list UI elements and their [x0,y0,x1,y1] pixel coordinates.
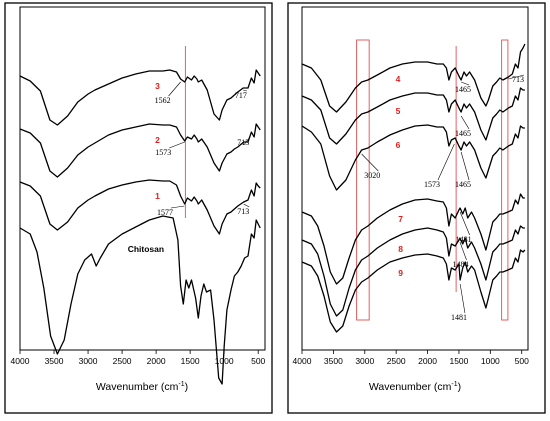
annotation-leader-6 [459,211,470,236]
x-tick-label-1500: 1500 [449,356,468,366]
x-tick-label-4000: 4000 [293,356,312,366]
annotation-1562: 1562 [155,96,171,105]
spectrum-8 [301,225,525,317]
x-tick-label-2500: 2500 [387,356,406,366]
spectrum-6 [301,124,525,191]
x-tick-label-1500: 1500 [181,356,200,366]
spectrum-chitosan [19,215,261,385]
series-label-1: 1 [155,191,160,201]
highlight-region-1 [501,39,509,321]
series-label-2: 2 [155,135,160,145]
annotation-leader-2 [460,115,470,130]
x-tick-label-1000: 1000 [215,356,234,366]
annotation-1573: 1573 [424,180,440,189]
spectrum-7 [301,193,525,285]
x-tick-label-3500: 3500 [324,356,343,366]
annotation-leader-0 [168,81,181,97]
annotation-leader-3 [243,137,250,146]
annotation-leader-0 [461,81,470,86]
annotation-leader-5 [243,203,250,208]
x-tick-label-2500: 2500 [113,356,132,366]
spectrum-5 [301,87,525,145]
annotation-1465: 1465 [455,129,471,138]
x-tick-label-2000: 2000 [147,356,166,366]
x-tick-label-1000: 1000 [481,356,500,366]
x-axis-left: 4000 3500 3000 2500 2000 1500 1000 500 [11,350,266,366]
annotation-leader-2 [169,141,185,149]
series-label-6: 6 [396,140,401,150]
plot-left-frame [19,6,266,351]
x-tick-label-500: 500 [251,356,265,366]
panel-right-border [287,2,546,414]
annotation-leader-8 [459,283,466,314]
annotation-leader-3 [361,153,379,172]
panel-left: 4000 3500 3000 2500 2000 1500 1000 500 3 2 1 Chito… [4,2,273,414]
series-label-9: 9 [398,268,403,278]
annotation-713: 713 [237,207,249,216]
annotation-717: 717 [235,91,247,100]
series-label-chitosan: Chitosan [128,244,164,254]
plot-right-frame [301,6,529,351]
spectrum-9 [301,249,526,333]
spectrum-2 [19,123,261,178]
x-tick-label-2000: 2000 [418,356,437,366]
annotation-1577: 1577 [157,208,173,217]
annotation-leader-1 [243,89,247,92]
highlight-region-0 [356,39,370,321]
x-tick-label-3000: 3000 [79,356,98,366]
spectrum-4 [301,43,526,113]
panel-right: 4000 3500 3000 2500 2000 1500 1000 500 4 5 6 7 8 9 1… [287,2,546,414]
x-axis-label-right: Wavenumber (cm-1) [369,381,461,393]
annotation-leader-1 [508,74,525,80]
x-tick-label-3500: 3500 [45,356,64,366]
annotation-1465: 1465 [455,85,471,94]
annotation-1573: 1573 [155,148,171,157]
annotation-1481: 1481 [451,313,467,322]
x-tick-label-500: 500 [515,356,529,366]
annotation-leader-4 [170,205,185,209]
annotation-1481: 1481 [456,235,472,244]
annotation-3020: 3020 [364,171,380,180]
panel-left-border [4,2,273,414]
annotation-leader-4 [437,143,455,181]
x-axis-label-left: Wavenumber (cm-1) [96,381,188,393]
annotation-leader-5 [460,151,470,181]
series-label-3: 3 [155,81,160,91]
annotation-1465: 1465 [455,180,471,189]
spectrum-3 [19,69,261,126]
series-label-8: 8 [398,244,403,254]
annotation-1484: 1484 [453,260,469,269]
series-label-4: 4 [396,74,401,84]
x-tick-label-3000: 3000 [355,356,374,366]
annotation-leader-7 [459,241,467,261]
x-tick-label-4000: 4000 [11,356,30,366]
spectrum-1 [19,179,261,235]
series-label-7: 7 [398,214,403,224]
x-axis-right: 4000 3500 3000 2500 2000 1500 1000 500 [293,350,529,366]
series-label-5: 5 [396,106,401,116]
annotation-713: 713 [237,138,249,147]
annotation-713: 713 [512,75,524,84]
